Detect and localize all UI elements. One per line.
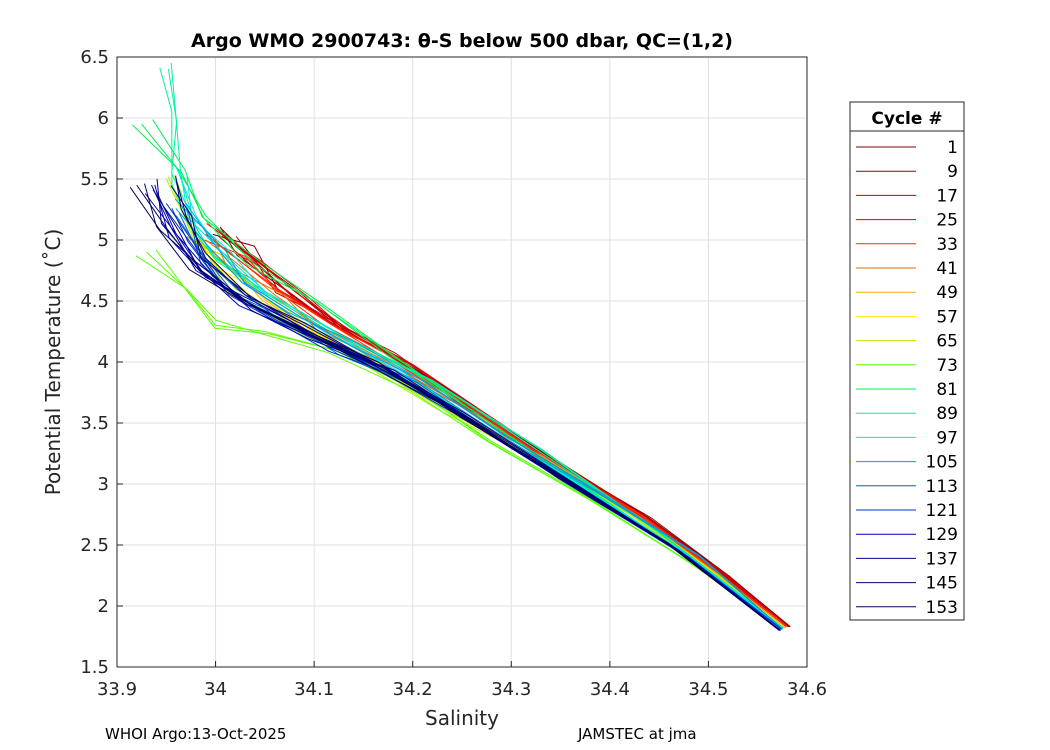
legend-label-57: 57: [936, 307, 958, 327]
chart-title: Argo WMO 2900743: θ-S below 500 dbar, QC…: [191, 30, 733, 52]
x-tick-label: 34.1: [294, 679, 334, 700]
legend-title: Cycle #: [871, 109, 942, 129]
legend-box: [849, 101, 965, 621]
legend-label-121: 121: [926, 501, 958, 521]
series-line-cycle-145: [175, 175, 780, 631]
x-tick-label: 34: [204, 679, 227, 700]
legend-label-33: 33: [936, 235, 958, 255]
y-tick-label: 5: [98, 230, 109, 251]
x-tick-label: 33.9: [97, 679, 137, 700]
y-tick-label: 3: [98, 474, 109, 495]
y-tick-label: 2: [98, 596, 109, 617]
legend-label-1: 1: [947, 138, 958, 158]
series-line-cycle-105: [174, 198, 783, 630]
legend-label-9: 9: [947, 162, 958, 182]
legend-label-145: 145: [926, 574, 958, 594]
legend-label-129: 129: [926, 525, 958, 545]
y-tick-label: 5.5: [80, 169, 109, 190]
legend-label-153: 153: [926, 598, 958, 618]
legend-label-65: 65: [936, 332, 958, 352]
x-tick-label: 34.3: [491, 679, 531, 700]
legend-label-113: 113: [926, 477, 958, 497]
legend-label-89: 89: [936, 404, 958, 424]
x-tick-label: 34.4: [590, 679, 630, 700]
x-tick-label: 34.5: [688, 679, 728, 700]
y-axis-label: Potential Temperature (˚C): [41, 229, 65, 496]
y-tick-label: 6.5: [80, 47, 109, 68]
legend-label-49: 49: [936, 283, 958, 303]
series-line-cycle-33: [205, 233, 787, 628]
legend-label-97: 97: [936, 428, 958, 448]
legend-label-17: 17: [936, 186, 958, 206]
series-line-cycle-153: [144, 183, 780, 631]
legend-label-41: 41: [936, 259, 958, 279]
footer-left: WHOI Argo:13-Oct-2025: [105, 725, 287, 743]
legend-label-137: 137: [926, 549, 958, 569]
series-line-cycle-97: [186, 174, 783, 629]
series-line-cycle-137: [156, 178, 781, 631]
legend-label-81: 81: [936, 380, 958, 400]
x-tick-label: 34.6: [787, 679, 827, 700]
y-tick-label: 2.5: [80, 535, 109, 556]
legend-label-25: 25: [936, 211, 958, 231]
y-tick-label: 4.5: [80, 291, 109, 312]
y-tick-label: 3.5: [80, 413, 109, 434]
series-line-cycle-89: [159, 67, 784, 629]
y-tick-label: 6: [98, 108, 109, 129]
x-tick-label: 34.2: [393, 679, 433, 700]
legend-label-105: 105: [926, 453, 958, 473]
legend-label-73: 73: [936, 356, 958, 376]
footer-right: JAMSTEC at jma: [578, 725, 697, 743]
series-line-cycle-153: [129, 187, 780, 631]
y-tick-label: 1.5: [80, 657, 109, 678]
plot-area: 33.9 34 34.1 34.2 34.3 34.4 34.5 34.6 1.5 2 2.5 3 3.…: [80, 47, 827, 700]
series-line-cycle-105: [175, 208, 783, 630]
legend: Cycle #1 9 17 25 33 41 49 57 65 73 81 89 97 105 113 121…: [849, 101, 965, 621]
x-axis-label: Salinity: [425, 706, 499, 730]
y-tick-label: 4: [98, 352, 109, 373]
